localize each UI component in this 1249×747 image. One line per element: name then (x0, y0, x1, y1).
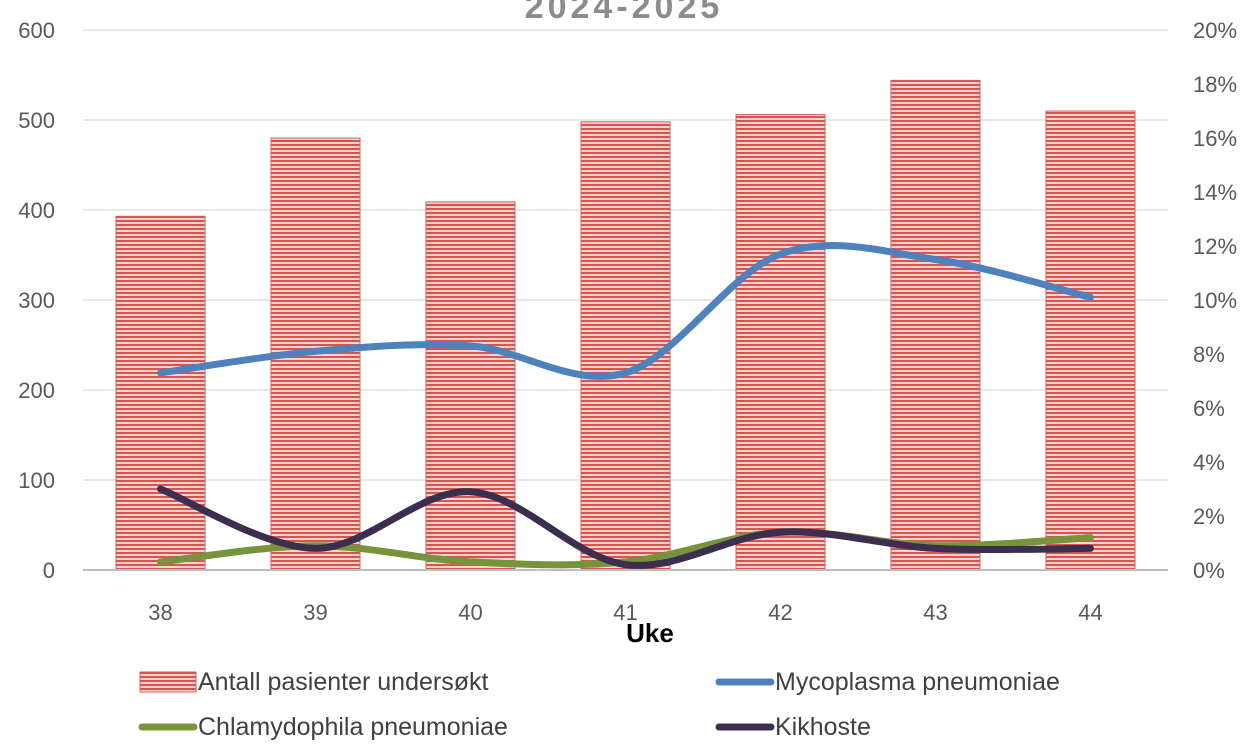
legend-label: Mycoplasma pneumoniae (775, 668, 1060, 696)
y-left-tick-label: 600 (18, 18, 55, 43)
x-tick-label: 42 (768, 600, 792, 625)
legend: Antall pasienter undersøkt Mycoplasma pne… (138, 668, 1060, 741)
bar (115, 215, 206, 571)
y-left-tick-label: 500 (18, 108, 55, 133)
x-tick-label: 38 (148, 600, 172, 625)
x-tick-label: 39 (303, 600, 327, 625)
bar-series (115, 79, 1136, 571)
y-right-tick-label: 0% (1193, 558, 1225, 583)
bar (1045, 110, 1136, 571)
bar (580, 121, 671, 571)
chart-title: 2024-2025 (525, 0, 724, 26)
bar (890, 79, 981, 571)
y-left-tick-label: 200 (18, 378, 55, 403)
bar (735, 114, 826, 571)
x-tick-label: 43 (923, 600, 947, 625)
y-right-tick-label: 4% (1193, 450, 1225, 475)
line-series-group (157, 242, 1094, 569)
y-left-tick-label: 0 (43, 558, 55, 583)
legend-entry: Antall pasienter undersøkt (139, 668, 488, 696)
y-right-tick-label: 12% (1193, 234, 1237, 259)
axes: 0 100 200 300 400 500 600 0% 2% 4% 6% 8% 10% 12% 14% 16… (18, 18, 1237, 625)
legend-label: Chlamydophila pneumoniae (198, 713, 508, 741)
legend-label: Antall pasienter undersøkt (198, 668, 488, 696)
y-right-tick-label: 8% (1193, 342, 1225, 367)
y-right-tick-label: 2% (1193, 504, 1225, 529)
y-right-tick-label: 6% (1193, 396, 1225, 421)
line-series-mycoplasma-pneumoniae (157, 242, 1094, 380)
y-right-tick-label: 14% (1193, 180, 1237, 205)
y-left-tick-label: 300 (18, 288, 55, 313)
legend-swatch (139, 671, 197, 693)
legend-entry: Chlamydophila pneumoniae (138, 713, 508, 741)
x-tick-label: 44 (1078, 600, 1102, 625)
y-left-tick-label: 400 (18, 198, 55, 223)
y-right-tick-label: 20% (1193, 18, 1237, 43)
x-tick-label: 41 (613, 600, 637, 625)
x-tick-label: 40 (458, 600, 482, 625)
y-right-tick-label: 18% (1193, 72, 1237, 97)
legend-entry: Mycoplasma pneumoniae (715, 668, 1060, 696)
line-series-kikhoste (157, 485, 1094, 569)
legend-entry: Kikhoste (715, 713, 871, 741)
x-axis-label: Uke (626, 618, 674, 648)
legend-label: Kikhoste (775, 713, 871, 741)
y-left-tick-label: 100 (18, 468, 55, 493)
y-right-tick-label: 16% (1193, 126, 1237, 151)
y-right-tick-label: 10% (1193, 288, 1237, 313)
bar (425, 201, 516, 571)
